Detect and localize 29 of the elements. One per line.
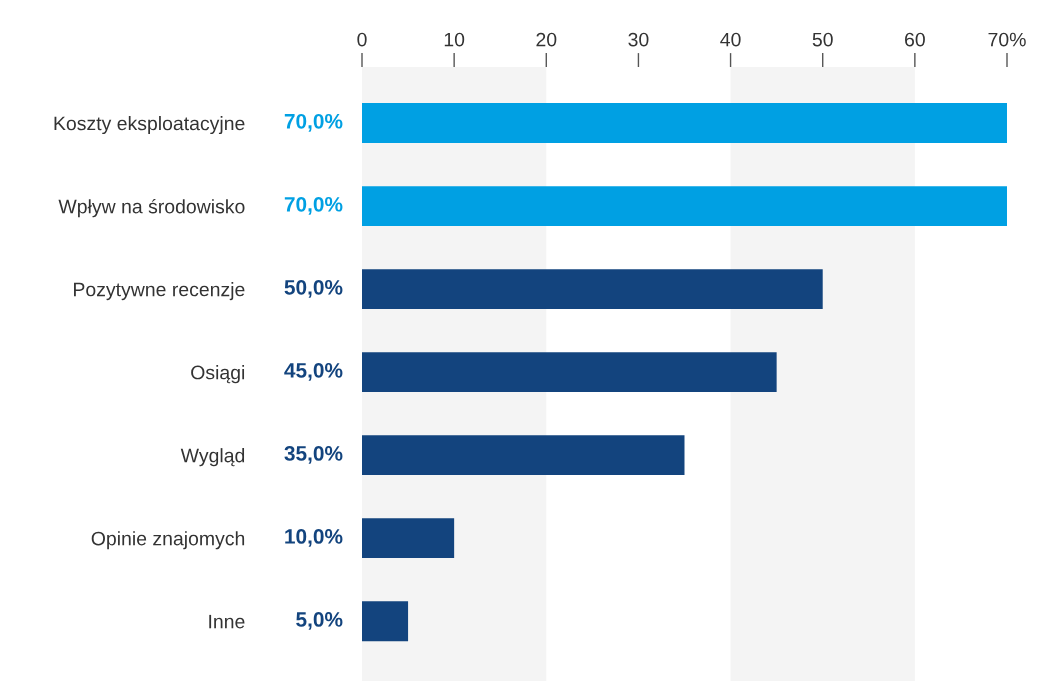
y-tick-label: Wygląd xyxy=(180,448,245,467)
y-tick-label: Opinie znajomych xyxy=(91,531,245,550)
bar xyxy=(362,518,455,559)
x-tick-label: 70% xyxy=(988,32,1026,47)
x-tick-label: 30 xyxy=(628,32,649,47)
bar xyxy=(362,269,823,310)
x-tick-label: 20 xyxy=(536,32,557,47)
x-tick-label: 40 xyxy=(720,32,741,47)
x-tick-label: 50 xyxy=(812,32,833,47)
data-label: 50,0% xyxy=(284,279,343,298)
bar xyxy=(362,352,777,393)
x-tick-label: 60 xyxy=(905,32,925,47)
x-tick-label: 10 xyxy=(444,32,465,47)
data-label: 70,0% xyxy=(284,196,343,215)
data-label: 5,0% xyxy=(296,612,343,630)
bar xyxy=(362,103,1007,143)
bar xyxy=(362,601,409,642)
y-tick-label: Pozytywne recenzje xyxy=(74,282,245,301)
y-tick-label: Inne xyxy=(209,614,245,629)
bar xyxy=(362,186,1007,226)
data-label: 10,0% xyxy=(285,529,343,547)
data-label: 45,0% xyxy=(284,362,343,381)
y-tick-label: Koszty eksploatacyjne xyxy=(54,116,245,135)
bar xyxy=(362,435,685,476)
x-tick-label: 0 xyxy=(357,32,367,47)
data-label: 35,0% xyxy=(284,446,343,464)
y-tick-label: Osiągi xyxy=(191,365,245,384)
data-label: 70,0% xyxy=(284,113,343,132)
y-tick-label: Wpływ na środowisko xyxy=(58,198,245,218)
